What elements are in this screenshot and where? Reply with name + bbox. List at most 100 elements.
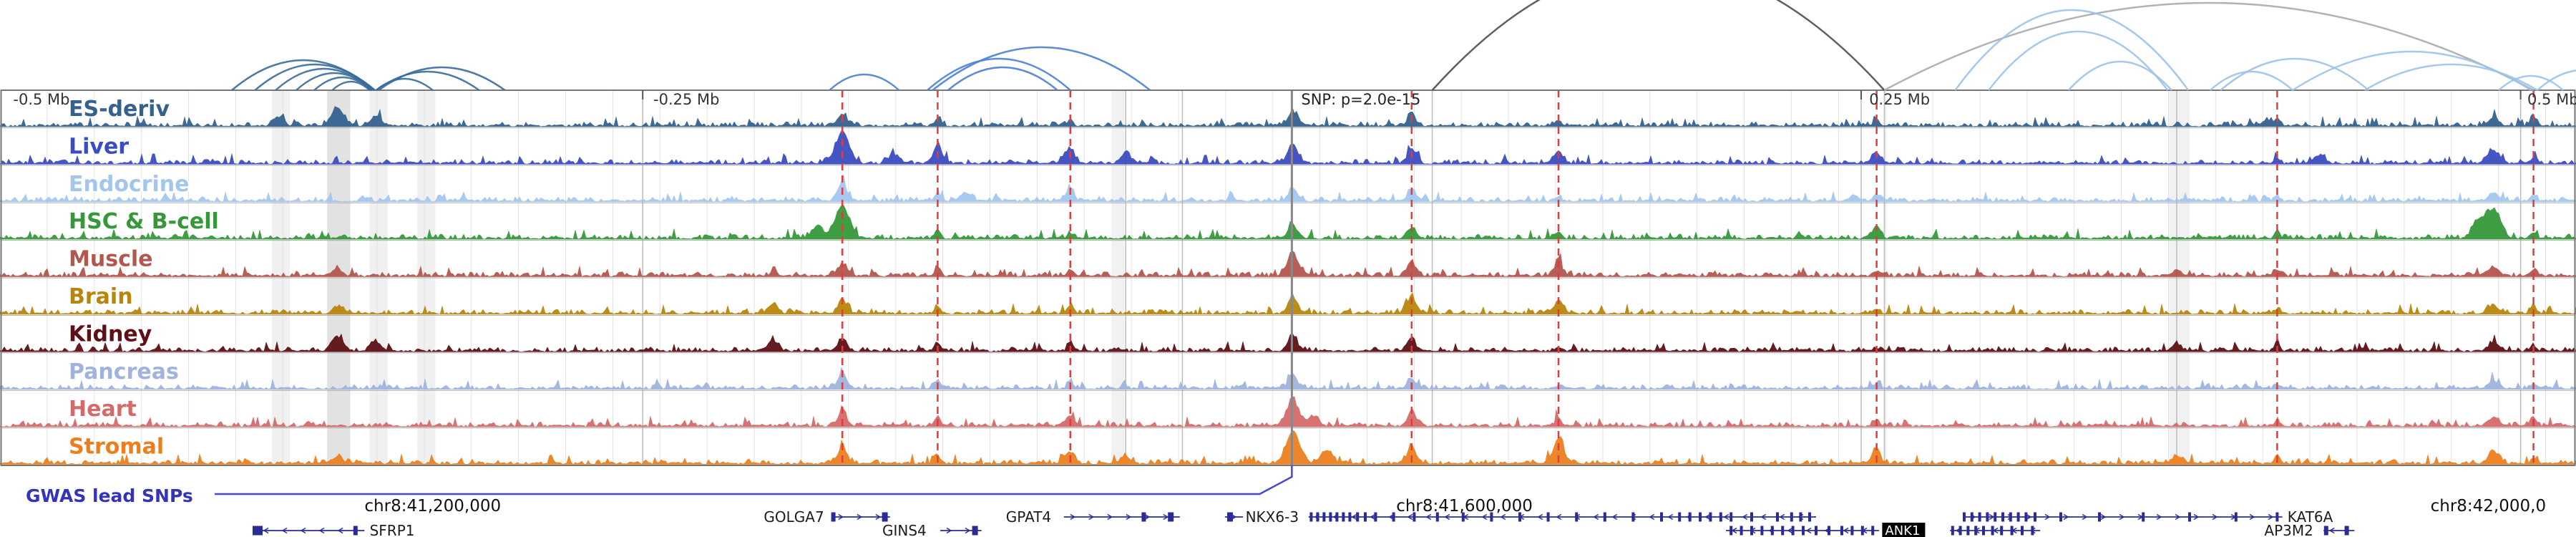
exon-block bbox=[1963, 512, 1966, 522]
track-label-es-deriv[interactable]: ES-deriv bbox=[67, 95, 171, 123]
interaction-arc[interactable] bbox=[378, 66, 506, 92]
exon-block bbox=[2234, 512, 2238, 522]
gene-gpat4[interactable]: GPAT4 bbox=[1006, 508, 1180, 526]
interaction-arc[interactable] bbox=[927, 57, 1071, 91]
gene-ank1-isoform[interactable] bbox=[1308, 512, 1816, 522]
exon-block bbox=[1688, 512, 1692, 522]
signal-wiggle bbox=[0, 173, 2576, 203]
gene-label-gpat4: GPAT4 bbox=[1006, 508, 1051, 526]
exon-block bbox=[1342, 512, 1345, 522]
track-label-hsc-b-cell[interactable]: HSC & B-cell bbox=[67, 208, 220, 236]
exon-block bbox=[1631, 512, 1635, 522]
interaction-arc[interactable] bbox=[1988, 30, 2169, 91]
strand-arrow bbox=[1742, 513, 1748, 521]
track-label-kidney[interactable]: Kidney bbox=[67, 320, 154, 348]
track-heart[interactable]: Heart bbox=[0, 395, 2576, 427]
strand-arrow bbox=[1163, 513, 1169, 521]
exon-block bbox=[1850, 526, 1854, 536]
exon-block bbox=[1168, 512, 1174, 522]
exon-block bbox=[2188, 512, 2191, 522]
exon-block bbox=[1729, 512, 1733, 522]
signal-wiggle bbox=[0, 106, 2576, 127]
exon-block bbox=[1329, 512, 1332, 522]
interaction-arc[interactable] bbox=[375, 70, 480, 92]
track-hsc-b-cell[interactable]: HSC & B-cell bbox=[0, 205, 2576, 240]
interaction-arc[interactable] bbox=[932, 46, 1151, 91]
track-label-heart[interactable]: Heart bbox=[67, 395, 138, 423]
exon-block bbox=[1709, 512, 1712, 522]
strand-arrow bbox=[965, 527, 971, 534]
track-endocrine[interactable]: Endocrine bbox=[0, 170, 2576, 203]
gene-nkx6-3[interactable]: NKX6-3 bbox=[1224, 508, 1299, 526]
track-pancreas[interactable]: Pancreas bbox=[0, 358, 2576, 390]
strand-arrow bbox=[1649, 513, 1655, 521]
interaction-arc[interactable] bbox=[1431, 0, 1885, 91]
exon-block bbox=[2059, 512, 2062, 522]
exon-block bbox=[1828, 526, 1830, 536]
exon-block bbox=[1518, 512, 1521, 522]
gene-ap3m2[interactable]: AP3M2 bbox=[2264, 522, 2355, 537]
exon-block bbox=[1871, 526, 1875, 536]
exon-block bbox=[1750, 526, 1753, 536]
interaction-arc[interactable] bbox=[254, 63, 376, 91]
gene-label-ap3m2: AP3M2 bbox=[2264, 522, 2313, 537]
strand-arrow bbox=[875, 513, 882, 521]
axis-label-0-5-mb: 0.5 Mb bbox=[2527, 91, 2576, 108]
interaction-arc[interactable] bbox=[2364, 63, 2538, 92]
strand-arrow bbox=[1593, 513, 1599, 521]
track-label-liver[interactable]: Liver bbox=[67, 132, 130, 160]
gene-sfrp1[interactable]: SFRP1 bbox=[253, 522, 414, 537]
interaction-arc[interactable] bbox=[2067, 60, 2172, 91]
signal-wiggle bbox=[0, 205, 2576, 240]
strand-arrow bbox=[1760, 513, 1767, 521]
interaction-arc[interactable] bbox=[331, 80, 371, 91]
track-label-stromal[interactable]: Stromal bbox=[67, 433, 165, 461]
strand-arrow bbox=[2156, 513, 2162, 521]
strand-arrow bbox=[1070, 513, 1076, 521]
grid-lines bbox=[1, 90, 2575, 465]
signal-wiggle bbox=[0, 130, 2576, 165]
gene-ank1[interactable]: ANK1 bbox=[1726, 523, 2041, 537]
exon-block bbox=[1322, 512, 1326, 522]
interaction-arc[interactable] bbox=[1954, 9, 2190, 91]
coordinate-labels: chr8:41,200,000 chr8:41,600,000 chr8:42,00… bbox=[364, 497, 2546, 516]
strand-arrow bbox=[1787, 527, 1793, 534]
gwas-lead-snps-label[interactable]: GWAS lead SNPs bbox=[26, 485, 193, 506]
gene-gins4[interactable]: GINS4 bbox=[882, 522, 982, 537]
track-label-brain[interactable]: Brain bbox=[67, 283, 135, 311]
exon-block bbox=[2001, 512, 2004, 522]
strand-arrow bbox=[2100, 513, 2107, 521]
interaction-arc[interactable] bbox=[2537, 69, 2576, 91]
exon-block bbox=[1603, 512, 1606, 522]
gene-golga7[interactable]: GOLGA7 bbox=[763, 508, 890, 526]
track-liver[interactable]: Liver bbox=[0, 130, 2576, 165]
axis-label-0-25-mb: -0.25 Mb bbox=[653, 91, 719, 108]
track-kidney[interactable]: Kidney bbox=[0, 320, 2576, 352]
exon-block bbox=[2031, 526, 2034, 536]
interaction-arc[interactable] bbox=[2209, 70, 2293, 91]
track-label-pancreas[interactable]: Pancreas bbox=[67, 358, 180, 386]
signal-wiggle bbox=[0, 396, 2576, 427]
interaction-arc[interactable] bbox=[1883, 1, 2534, 92]
gene-kat6a[interactable]: KAT6A bbox=[1963, 508, 2333, 526]
interaction-arc[interactable] bbox=[2220, 57, 2370, 91]
signal-wiggle bbox=[0, 291, 2576, 315]
exon-block bbox=[1364, 512, 1367, 522]
interaction-arc[interactable] bbox=[947, 66, 1058, 91]
track-es-deriv[interactable]: ES-deriv bbox=[0, 95, 2576, 127]
interaction-arc[interactable] bbox=[829, 73, 900, 91]
exon-block bbox=[1750, 512, 1753, 522]
exon-block bbox=[2024, 512, 2028, 522]
track-label-endocrine[interactable]: Endocrine bbox=[67, 170, 191, 198]
track-stromal[interactable]: Stromal bbox=[0, 430, 2576, 465]
exon-block bbox=[1791, 526, 1795, 536]
track-brain[interactable]: Brain bbox=[0, 283, 2576, 315]
track-label-muscle[interactable]: Muscle bbox=[67, 246, 154, 274]
interaction-arcs-layer bbox=[231, 0, 2576, 92]
exon-block bbox=[1356, 512, 1360, 522]
track-muscle[interactable]: Muscle bbox=[0, 246, 2576, 278]
interaction-arc[interactable] bbox=[2498, 74, 2564, 91]
strand-arrow bbox=[1481, 513, 1488, 521]
exon-block bbox=[1974, 526, 1978, 536]
